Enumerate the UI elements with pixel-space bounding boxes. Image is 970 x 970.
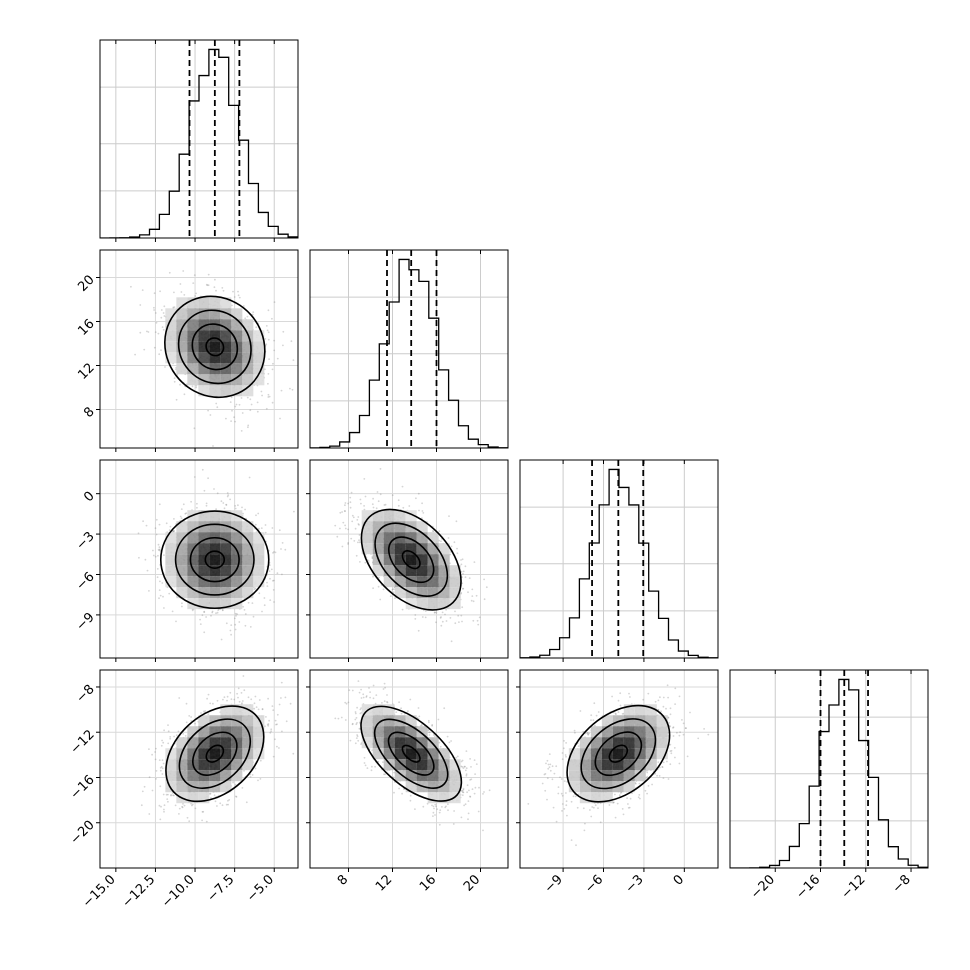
panel-content-3-2 xyxy=(520,670,718,868)
histogram-2 xyxy=(520,468,718,658)
panel-content-2-0 xyxy=(100,460,298,658)
x-tick-label-1-1: 12 xyxy=(373,872,395,894)
contour-2-1-3 xyxy=(360,508,462,611)
x-tick-label-0-1: −12.5 xyxy=(119,872,158,911)
contour-3-0-3 xyxy=(165,705,265,803)
y-tick-label-3-1: −16 xyxy=(68,773,98,803)
x-tick-label-0-3: −7.5 xyxy=(205,872,238,905)
contour-1-0-3 xyxy=(164,295,266,399)
contour-3-0-2 xyxy=(178,718,252,790)
frame-1-0 xyxy=(99,249,299,449)
histogram-3 xyxy=(730,678,928,868)
frame-0-0 xyxy=(99,39,299,239)
contour-3-0-0 xyxy=(205,744,225,763)
contour-2-0-0 xyxy=(204,550,226,569)
panel-content-3-3 xyxy=(730,670,928,868)
panel-3-1 xyxy=(306,669,509,872)
x-tick-label-0-0: −15.0 xyxy=(80,872,119,911)
contour-3-0-1 xyxy=(192,731,238,776)
panel-1-1 xyxy=(309,249,509,452)
contour-3-2-0 xyxy=(608,744,629,763)
x-tick-label-3-2: −12 xyxy=(839,872,869,902)
x-tick-label-3-3: −8 xyxy=(890,872,914,896)
contour-3-2-2 xyxy=(580,718,657,790)
panel-content-1-1 xyxy=(310,250,508,448)
contour-1-0-2 xyxy=(177,309,252,385)
x-tick-label-2-2: −3 xyxy=(623,872,647,896)
y-tick-label-2-2: −3 xyxy=(73,529,97,553)
contour-2-0-1 xyxy=(189,536,240,583)
x-tick-label-3-0: −20 xyxy=(748,872,778,902)
x-tick-label-2-0: −9 xyxy=(542,872,566,896)
panel-content-0-0 xyxy=(100,40,298,238)
contour-2-1-2 xyxy=(374,522,449,597)
histogram-1 xyxy=(310,258,508,448)
frame-3-1 xyxy=(309,669,509,869)
panel-content-2-2 xyxy=(520,460,718,658)
contour-3-2-1 xyxy=(594,731,643,777)
x-tick-label-1-3: 20 xyxy=(461,872,483,894)
contour-3-1-3 xyxy=(360,705,463,802)
contour-2-1-0 xyxy=(401,550,421,570)
x-tick-label-2-3: 0 xyxy=(671,872,687,888)
y-tick-label-1-0: 8 xyxy=(81,405,97,421)
contour-3-1-0 xyxy=(401,744,421,763)
panel-3-3 xyxy=(729,669,929,872)
x-tick-label-0-2: −10.0 xyxy=(159,872,198,911)
frame-3-2 xyxy=(519,669,719,869)
frame-3-3 xyxy=(729,669,929,869)
x-tick-label-1-2: 16 xyxy=(417,872,439,894)
density-2-1 xyxy=(361,510,461,610)
y-tick-label-1-2: 16 xyxy=(75,317,97,339)
contour-2-0-3 xyxy=(159,510,270,610)
panel-content-1-0 xyxy=(100,250,298,448)
density-3-0 xyxy=(165,704,265,804)
contour-3-1-2 xyxy=(373,718,449,789)
y-tick-label-3-2: −12 xyxy=(68,727,98,757)
y-tick-label-2-1: −6 xyxy=(73,570,97,594)
histogram-0 xyxy=(100,48,298,238)
panel-3-0 xyxy=(96,669,299,872)
contour-1-0-0 xyxy=(205,337,225,357)
panel-1-0 xyxy=(96,249,299,452)
frame-3-0 xyxy=(99,669,299,869)
panel-3-2 xyxy=(516,669,719,872)
frame-2-2 xyxy=(519,459,719,659)
y-tick-label-1-1: 12 xyxy=(75,361,97,383)
frame-2-1 xyxy=(309,459,509,659)
contour-3-1-1 xyxy=(387,731,435,776)
panel-content-3-1 xyxy=(310,670,508,868)
x-tick-label-0-4: −5.0 xyxy=(244,872,277,905)
density-2-0 xyxy=(165,510,265,610)
contour-3-2-3 xyxy=(566,704,671,803)
y-tick-label-3-3: −8 xyxy=(73,682,97,706)
y-tick-label-2-3: 0 xyxy=(81,489,97,505)
contour-2-0-2 xyxy=(174,523,255,596)
y-tick-label-2-0: −9 xyxy=(73,610,97,634)
panel-0-0 xyxy=(99,39,299,242)
frame-1-1 xyxy=(309,249,509,449)
panel-2-1 xyxy=(306,459,509,662)
density-3-1 xyxy=(361,704,461,804)
x-tick-label-3-1: −16 xyxy=(793,872,823,902)
panel-2-0 xyxy=(96,459,299,662)
panel-content-3-0 xyxy=(100,670,298,868)
contour-1-0-1 xyxy=(191,323,239,371)
y-tick-label-1-3: 20 xyxy=(75,273,97,295)
frame-2-0 xyxy=(99,459,299,659)
x-tick-label-2-1: −6 xyxy=(582,872,606,896)
y-tick-label-3-0: −20 xyxy=(68,818,98,848)
panel-2-2 xyxy=(519,459,719,662)
panel-content-2-1 xyxy=(310,460,508,658)
contour-2-1-1 xyxy=(388,536,435,584)
x-tick-label-1-0: 8 xyxy=(335,872,351,888)
